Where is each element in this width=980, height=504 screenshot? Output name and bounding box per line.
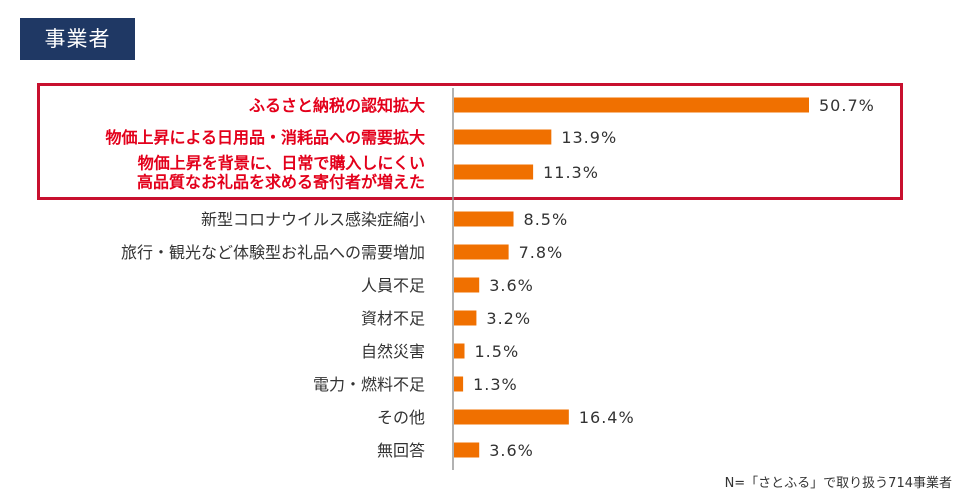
highlight-frame [37, 83, 903, 200]
bar-1 [454, 129, 552, 145]
value-label-4: 7.8% [519, 243, 564, 262]
category-label-1: 物価上昇による日用品・消耗品への需要拡大 [105, 128, 425, 147]
bar-9 [454, 409, 569, 425]
category-label-2-line-1: 高品質なお礼品を求める寄付者が増えた [137, 173, 425, 192]
bar-4 [454, 244, 509, 260]
value-label-7: 1.5% [475, 342, 520, 361]
bar-7 [454, 343, 465, 359]
value-label-0: 50.7% [819, 96, 875, 115]
category-label-5: 人員不足 [361, 276, 425, 295]
bar-10 [454, 442, 480, 458]
category-label-2-line-0: 物価上昇を背景に、日常で購入しにくい [138, 154, 425, 173]
category-label-6: 資材不足 [361, 309, 425, 328]
value-label-5: 3.6% [489, 276, 534, 295]
segment-badge: 事業者 [20, 18, 135, 60]
category-label-10: 無回答 [377, 441, 425, 460]
category-label-7: 自然災害 [361, 342, 425, 361]
bar-5 [454, 277, 480, 293]
value-label-2: 11.3% [543, 163, 599, 182]
bar-2 [454, 164, 534, 180]
value-label-6: 3.2% [486, 309, 531, 328]
category-label-0: ふるさと納税の認知拡大 [249, 96, 425, 115]
sample-size-note: N=「さとふる」で取り扱う714事業者 [724, 476, 952, 491]
category-label-3: 新型コロナウイルス感染症縮小 [201, 210, 425, 229]
value-label-10: 3.6% [489, 441, 534, 460]
bar-6 [454, 310, 477, 326]
value-label-3: 8.5% [524, 210, 569, 229]
value-label-1: 13.9% [561, 128, 617, 147]
category-label-4: 旅行・観光など体験型お礼品への需要増加 [121, 243, 425, 262]
category-label-9: その他 [377, 408, 425, 427]
value-label-9: 16.4% [579, 408, 635, 427]
bar-0 [454, 97, 809, 113]
category-label-8: 電力・燃料不足 [313, 375, 425, 394]
bar-8 [454, 376, 464, 392]
value-label-8: 1.3% [473, 375, 518, 394]
bar-3 [454, 211, 514, 227]
